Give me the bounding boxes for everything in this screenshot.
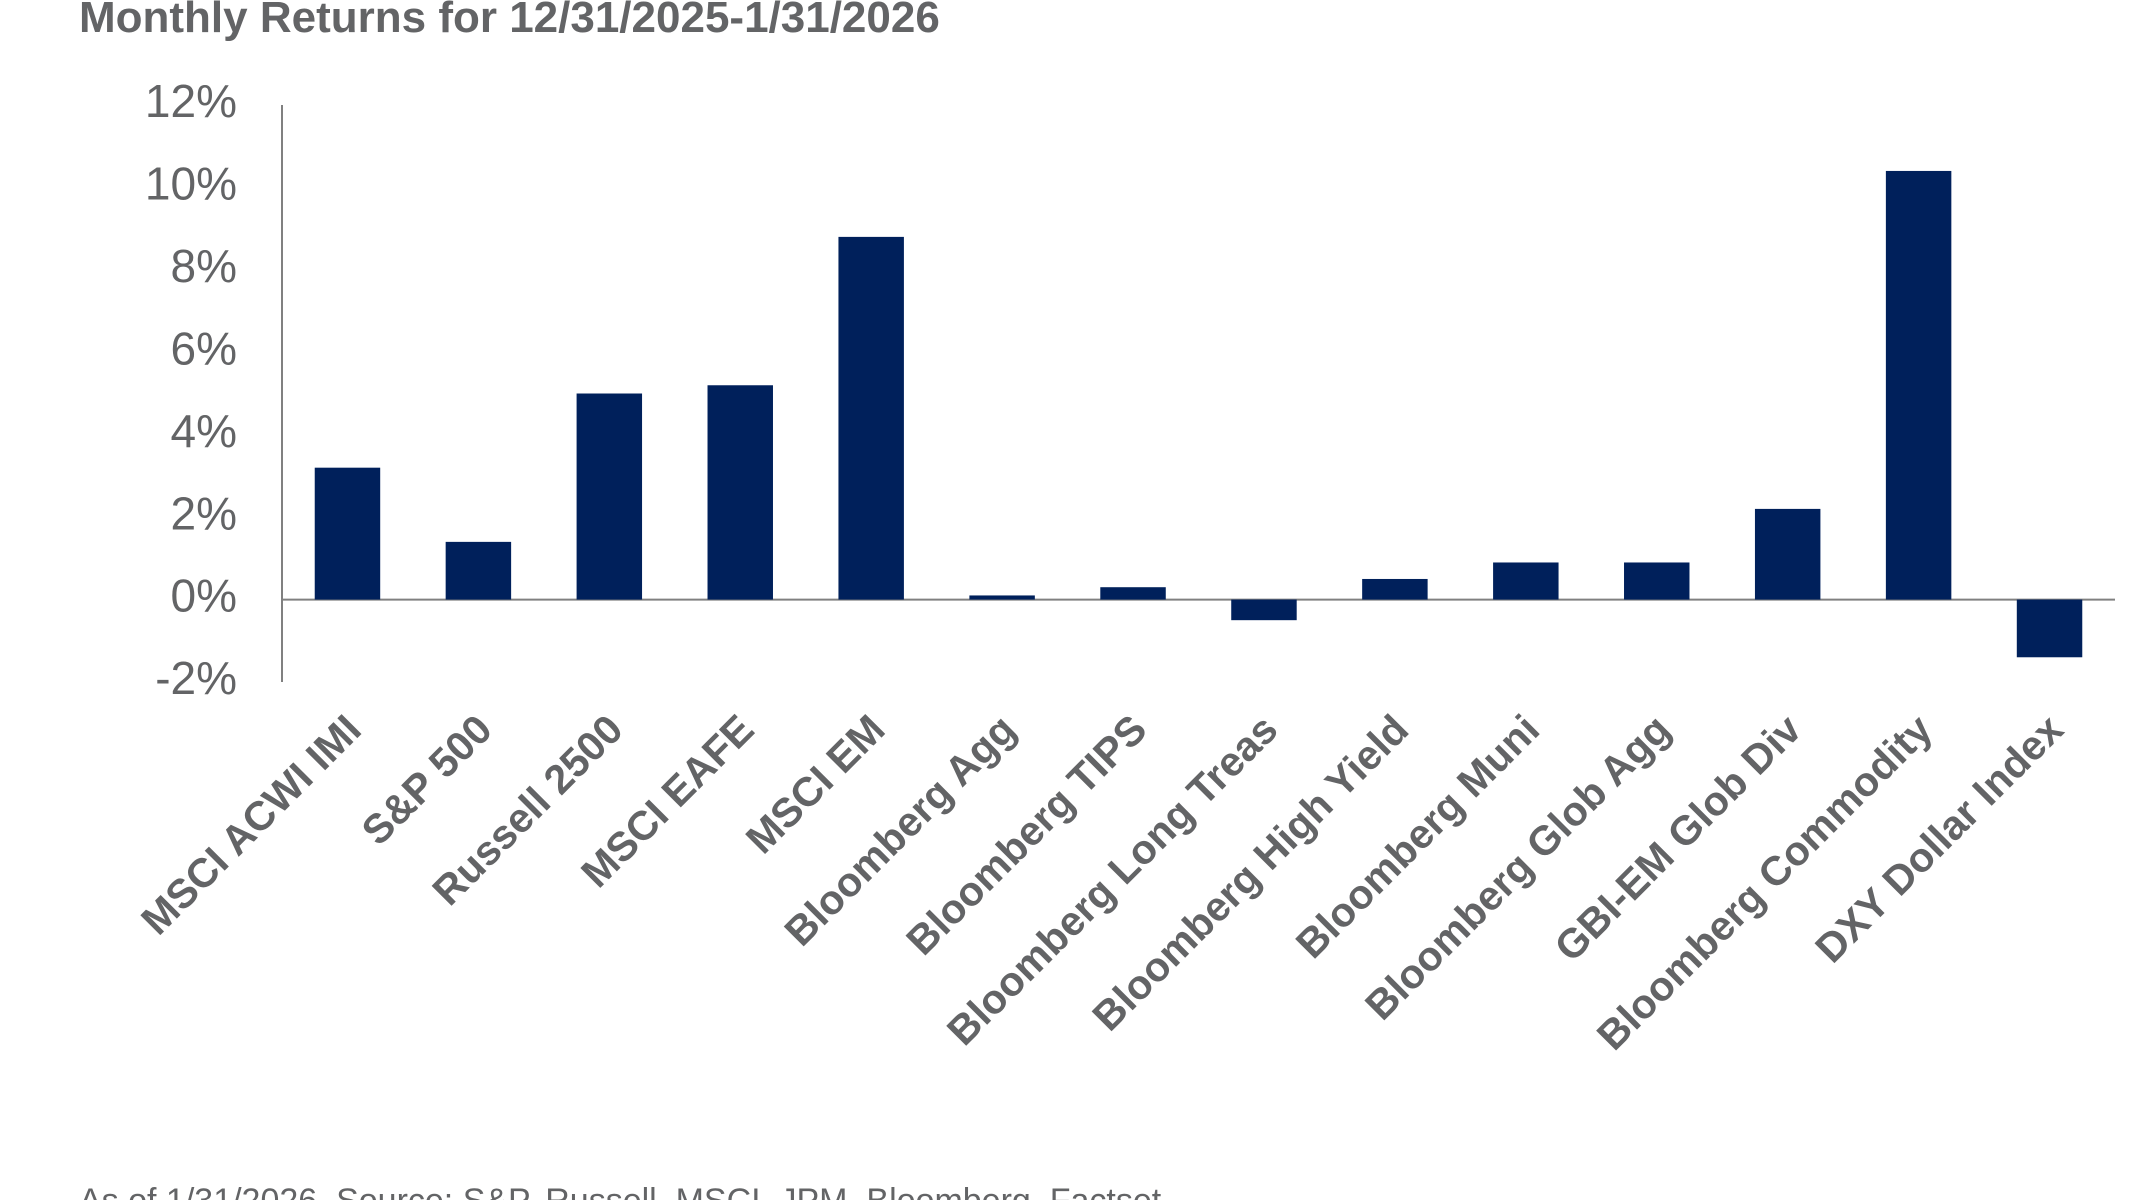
x-tick-label: Bloomberg Agg [776, 706, 1025, 955]
bar [1100, 587, 1166, 600]
bar [1624, 562, 1690, 600]
y-tick-label: 6% [171, 322, 237, 374]
x-tick-label: Bloomberg TIPS [897, 706, 1155, 964]
bar [838, 236, 904, 600]
y-tick-label: 4% [171, 405, 237, 457]
bar [2016, 599, 2083, 658]
y-tick-label: 2% [171, 487, 237, 539]
bar [576, 393, 643, 600]
y-tick-label: -2% [155, 652, 237, 704]
x-tick-label: DXY Dollar Index [1806, 706, 2072, 972]
bar [1885, 170, 1952, 600]
footnote: As of 1/31/2026. Source: S&P, Russell, M… [79, 1182, 1162, 1200]
chart-title: Monthly Returns for 12/31/2025-1/31/2026 [79, 0, 940, 42]
bar [445, 541, 512, 600]
bar [1231, 599, 1297, 621]
y-tick-label: 10% [145, 158, 237, 210]
y-tick-label: 8% [171, 240, 237, 292]
y-tick-label: 0% [171, 570, 237, 622]
bar [1362, 578, 1428, 600]
x-tick-label: MSCI ACWI IMI [132, 706, 370, 944]
bar [969, 595, 1035, 600]
x-tick-label: Bloomberg Muni [1287, 706, 1548, 967]
bar [314, 467, 381, 600]
bar [1493, 562, 1559, 600]
y-tick-label: 12% [145, 75, 237, 127]
bar [707, 385, 773, 600]
x-tick-label: GBI-EM Glob Div [1546, 706, 1811, 971]
bar [1754, 508, 1821, 600]
